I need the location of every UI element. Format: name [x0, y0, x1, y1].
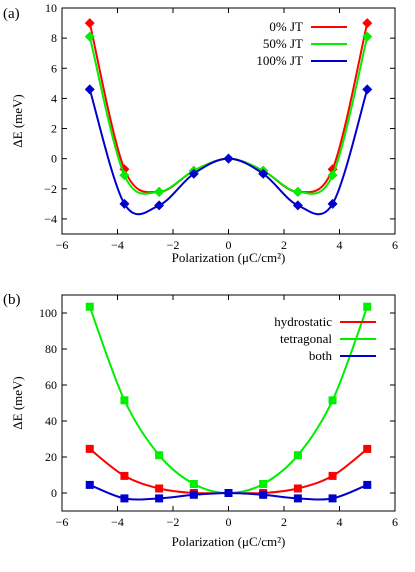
data-point	[119, 198, 130, 209]
y-tick-label: −2	[44, 182, 57, 196]
y-tick-label: 8	[51, 31, 57, 45]
data-point	[120, 471, 129, 480]
data-point	[119, 170, 130, 181]
data-point	[327, 198, 338, 209]
data-point	[328, 471, 337, 480]
x-tick-label: 0	[226, 515, 232, 529]
legend-label: 100% JT	[256, 53, 303, 68]
data-point	[85, 480, 94, 489]
y-tick-label: 80	[45, 342, 57, 356]
data-point	[328, 396, 337, 405]
data-point	[363, 302, 372, 311]
series-line-hydrostatic	[89, 448, 368, 495]
legend-label: 0% JT	[269, 19, 303, 34]
y-axis-label: ΔE (meV)	[10, 376, 25, 429]
x-tick-label: −2	[167, 238, 180, 252]
legend-label: hydrostatic	[274, 314, 332, 329]
legend-label: both	[309, 348, 333, 363]
series-line-0-jt	[88, 22, 369, 194]
y-axis-label: ΔE (meV)	[10, 94, 25, 147]
data-point	[224, 489, 233, 497]
y-tick-label: 6	[51, 61, 57, 75]
x-tick-label: 4	[337, 515, 343, 529]
series-line-100-jt	[88, 89, 369, 216]
data-point	[293, 494, 302, 503]
x-axis-label: Polarization (μC/cm²)	[172, 534, 286, 549]
legend-label: tetragonal	[280, 331, 332, 346]
data-point	[120, 494, 129, 503]
legend-label: 50% JT	[263, 36, 303, 51]
data-point	[362, 18, 373, 29]
plot-frame	[61, 294, 396, 512]
data-point	[363, 444, 372, 453]
data-point	[292, 186, 303, 197]
x-tick-label: −6	[56, 238, 69, 252]
data-point	[293, 451, 302, 460]
x-tick-label: 4	[337, 238, 343, 252]
data-point	[259, 480, 268, 488]
y-tick-label: 0	[51, 152, 57, 166]
data-point	[155, 451, 164, 460]
y-tick-label: 20	[45, 450, 57, 464]
data-point	[327, 170, 338, 181]
x-tick-label: −2	[167, 515, 180, 529]
panel-label: (a)	[3, 6, 20, 22]
y-tick-label: 60	[45, 378, 57, 392]
data-point	[362, 84, 373, 95]
data-point	[189, 490, 198, 499]
x-tick-label: 2	[281, 238, 287, 252]
data-point	[189, 480, 198, 488]
data-point	[120, 396, 129, 405]
data-point	[154, 200, 165, 211]
data-point	[363, 480, 372, 489]
y-tick-label: −4	[44, 212, 57, 226]
y-tick-label: 4	[51, 91, 57, 105]
data-point	[223, 153, 234, 164]
y-tick-label: 100	[39, 306, 57, 320]
data-point	[258, 168, 269, 179]
x-tick-label: −4	[111, 238, 124, 252]
chart-panel-a: −6 −4 −2 0 2 4 6 −4 −2 0 2 4 6 8 10 Polarization (μC/cm…	[3, 1, 398, 265]
data-point	[84, 18, 95, 29]
data-point	[259, 490, 268, 499]
x-tick-label: −6	[56, 515, 69, 529]
y-tick-label: 40	[45, 414, 57, 428]
x-tick-label: 6	[392, 238, 398, 252]
x-axis-label: Polarization (μC/cm²)	[172, 250, 286, 265]
data-point	[85, 444, 94, 453]
x-tick-label: 6	[392, 515, 398, 529]
data-point	[362, 31, 373, 42]
y-tick-label: 0	[51, 486, 57, 500]
data-point	[84, 84, 95, 95]
data-point	[292, 200, 303, 211]
data-point	[155, 494, 164, 503]
data-point	[84, 31, 95, 42]
data-point	[154, 186, 165, 197]
data-point	[85, 302, 94, 311]
panel-label: (b)	[3, 292, 21, 308]
data-point	[188, 168, 199, 179]
data-point	[293, 484, 302, 493]
x-tick-label: 2	[281, 515, 287, 529]
data-point	[155, 484, 164, 493]
x-tick-label: 0	[226, 238, 232, 252]
y-tick-label: 10	[45, 1, 57, 15]
x-tick-label: −4	[111, 515, 124, 529]
data-point	[328, 494, 337, 503]
y-tick-label: 2	[51, 122, 57, 136]
